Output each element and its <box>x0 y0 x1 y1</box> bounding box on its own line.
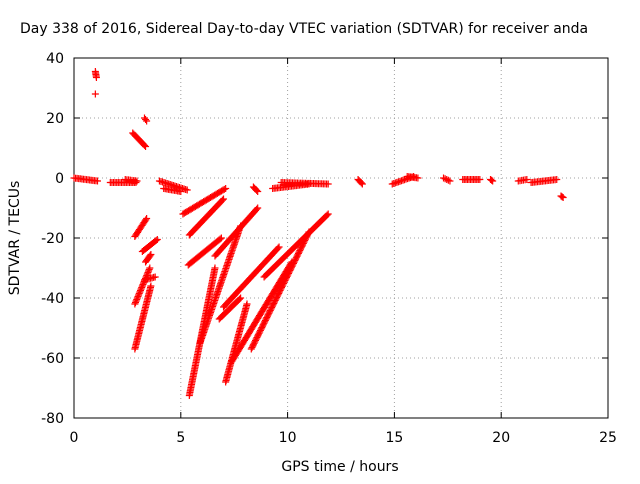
data-point <box>222 185 230 192</box>
data-point <box>144 269 152 276</box>
data-point <box>146 264 154 272</box>
data-point <box>146 252 154 260</box>
data-point <box>559 194 567 201</box>
data-point <box>323 211 331 219</box>
data-point <box>143 215 151 222</box>
data-point <box>140 141 148 149</box>
data-point <box>93 177 101 185</box>
data-point <box>218 196 226 204</box>
data-point <box>324 210 332 218</box>
data-point <box>133 296 141 303</box>
data-point <box>138 284 146 291</box>
y-tick-label: -60 <box>41 351 64 367</box>
data-point <box>358 180 366 188</box>
data-point <box>177 188 185 195</box>
data-point <box>143 117 151 125</box>
data-point <box>523 176 531 183</box>
y-tick-label: -80 <box>41 411 64 427</box>
data-point <box>217 234 225 242</box>
data-point <box>220 195 228 203</box>
y-tick-labels: -80 -60 -40 -20 0 20 40 <box>41 51 64 427</box>
data-point <box>488 176 496 184</box>
data-point <box>216 235 224 243</box>
data-point <box>444 176 452 184</box>
data-point <box>142 116 150 123</box>
data-point <box>92 74 100 81</box>
data-point <box>357 179 365 187</box>
data-point <box>91 90 99 98</box>
data-point <box>132 297 140 305</box>
data-point <box>139 281 147 288</box>
data-point <box>135 290 143 297</box>
data-point <box>147 282 155 290</box>
data-point <box>136 288 144 296</box>
data-point <box>254 188 262 195</box>
x-tick-label: 15 <box>385 430 403 446</box>
x-tick-label: 5 <box>176 430 185 446</box>
data-point <box>476 176 484 183</box>
data-point <box>414 174 422 182</box>
data-point <box>145 267 153 275</box>
x-tick-label: 25 <box>599 430 617 446</box>
data-point <box>152 237 160 244</box>
x-tick-labels: 0 5 10 15 20 25 <box>70 430 617 446</box>
x-tick-label: 20 <box>492 430 510 446</box>
data-points <box>70 68 567 399</box>
data-point <box>142 143 150 150</box>
data-point <box>553 176 561 183</box>
data-point <box>211 264 219 272</box>
data-point <box>441 175 449 183</box>
data-point <box>243 300 251 308</box>
data-point <box>137 285 145 293</box>
data-point <box>489 177 497 185</box>
data-point <box>151 273 159 281</box>
data-point <box>235 295 243 303</box>
chart-title: Day 338 of 2016, Sidereal Day-to-day VTE… <box>20 21 588 37</box>
data-point <box>253 205 261 213</box>
data-point <box>147 251 155 258</box>
x-tick-label: 0 <box>70 430 79 446</box>
data-point <box>138 282 146 290</box>
data-point <box>558 193 566 201</box>
y-axis-label: SDTVAR / TECUs <box>7 181 23 296</box>
data-point <box>220 185 228 193</box>
data-point <box>135 291 143 299</box>
data-point <box>443 176 451 183</box>
data-point <box>253 186 261 194</box>
data-point <box>446 177 454 185</box>
data-point <box>274 244 282 252</box>
data-point <box>305 180 313 188</box>
data-point <box>254 204 262 212</box>
y-tick-label: -40 <box>41 291 64 307</box>
data-point <box>131 300 139 308</box>
data-point <box>131 299 139 306</box>
data-point <box>183 186 191 194</box>
x-tick-label: 10 <box>279 430 297 446</box>
data-point <box>133 294 141 302</box>
data-point <box>145 266 153 273</box>
grid-lines <box>74 58 608 418</box>
x-axis-label: GPS time / hours <box>281 459 398 475</box>
data-point <box>440 174 448 182</box>
data-point <box>237 294 245 302</box>
y-tick-label: 40 <box>46 51 64 67</box>
data-point <box>275 243 283 251</box>
data-point <box>324 180 332 188</box>
y-tick-label: -20 <box>41 231 64 247</box>
y-tick-label: 20 <box>46 111 64 127</box>
data-point <box>142 216 150 224</box>
data-point <box>136 287 144 294</box>
data-point <box>133 177 141 185</box>
data-point <box>153 236 161 243</box>
y-tick-label: 0 <box>55 171 64 187</box>
data-point <box>134 293 142 300</box>
